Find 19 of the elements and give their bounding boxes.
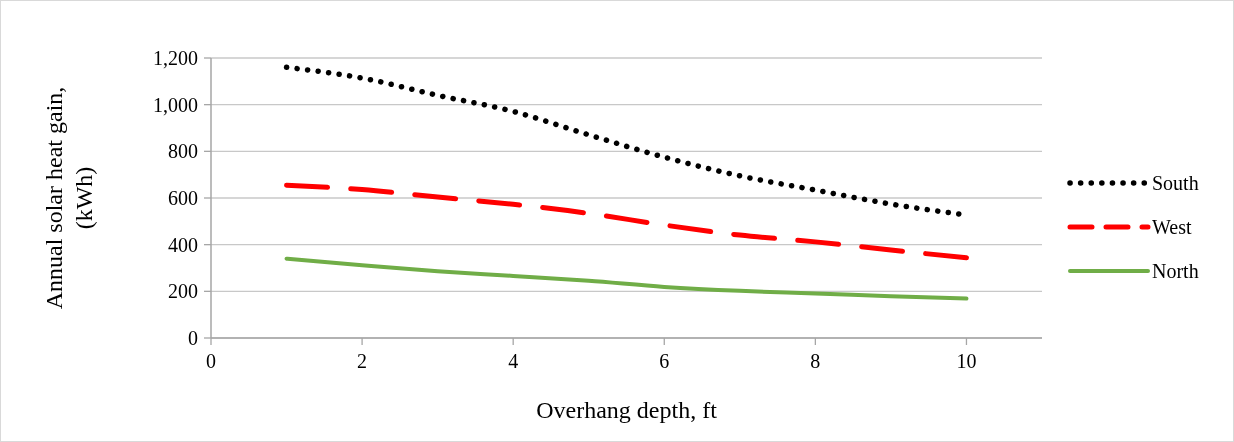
x-tick-label: 10 bbox=[956, 350, 977, 372]
legend-label: West bbox=[1152, 216, 1192, 238]
x-axis-title: Overhang depth, ft bbox=[536, 397, 718, 423]
y-tick-label: 1,200 bbox=[153, 47, 198, 69]
x-tick-label: 4 bbox=[508, 350, 519, 372]
x-tick-label: 2 bbox=[357, 350, 368, 372]
x-tick-label: 0 bbox=[206, 350, 216, 372]
x-tick-label: 8 bbox=[810, 350, 821, 372]
legend-label: South bbox=[1152, 172, 1199, 194]
y-axis-title: Annual solar heat gain, (kWh) bbox=[41, 86, 97, 310]
x-tick-label: 6 bbox=[659, 350, 670, 372]
line-series bbox=[284, 256, 969, 301]
y-tick-label: 800 bbox=[168, 140, 198, 163]
y-tick-label: 1,000 bbox=[153, 93, 198, 116]
legend-label: North bbox=[1152, 260, 1199, 282]
y-tick-label: 200 bbox=[168, 280, 198, 303]
y-tick-label: 400 bbox=[168, 233, 198, 256]
y-tick-label: 600 bbox=[168, 187, 198, 209]
y-tick-label: 0 bbox=[188, 327, 198, 349]
